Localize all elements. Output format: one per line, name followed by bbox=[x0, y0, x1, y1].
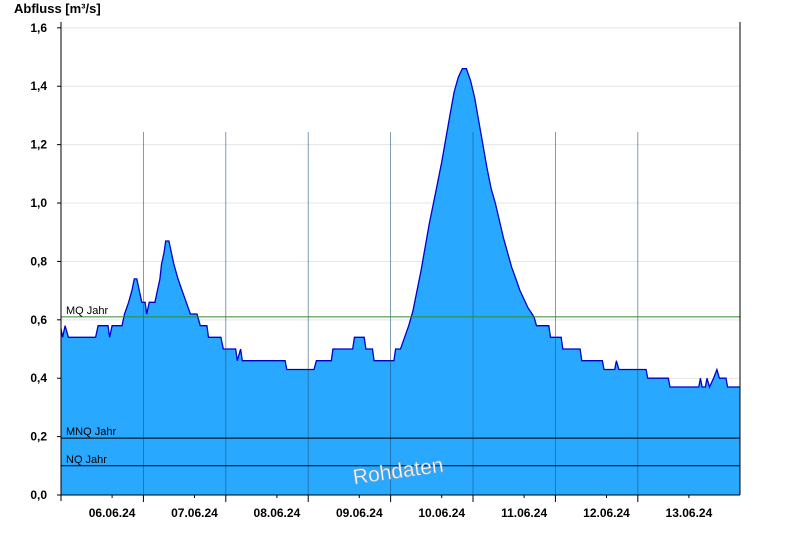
y-tick-label-1: 0,2 bbox=[30, 430, 47, 444]
y-tick-label-6: 1,2 bbox=[30, 138, 47, 152]
y-tick-label-4: 0,8 bbox=[30, 254, 47, 268]
x-tick-label-7: 13.06.24 bbox=[666, 506, 713, 520]
y-tick-label-0: 0,0 bbox=[30, 488, 47, 502]
reference-lines: MQ Jahr MNQ Jahr NQ Jahr bbox=[61, 305, 740, 467]
reference-label-1: MNQ Jahr bbox=[66, 426, 116, 438]
x-tick-label-6: 12.06.24 bbox=[583, 506, 630, 520]
series-area-fill-0 bbox=[61, 68, 740, 495]
series-line-0 bbox=[60, 68, 740, 389]
x-ticks: 06.06.24 07.06.24 08.06.24 09.06.24 10.06.24… bbox=[89, 495, 713, 520]
y-tick-label-7: 1,4 bbox=[30, 79, 47, 93]
series-area bbox=[60, 68, 740, 495]
y-axis-label: Abfluss [m³/s] bbox=[14, 1, 101, 16]
x-tick-label-5: 11.06.24 bbox=[501, 506, 547, 520]
x-tick-label-4: 10.06.24 bbox=[418, 506, 465, 520]
x-tick-label-3: 09.06.24 bbox=[336, 506, 383, 520]
y-tick-label-2: 0,4 bbox=[30, 371, 47, 385]
y-tick-label-5: 1,0 bbox=[30, 196, 47, 210]
y-ticks: 0,0 0,2 0,4 0,6 0,8 1,0 1,2 1,4 1,6 bbox=[30, 21, 61, 502]
reference-label-0: MQ Jahr bbox=[66, 305, 109, 317]
y-tick-label-3: 0,6 bbox=[30, 313, 47, 327]
x-tick-label-0: 06.06.24 bbox=[89, 506, 136, 520]
reference-label-2: NQ Jahr bbox=[66, 454, 107, 466]
x-tick-label-2: 08.06.24 bbox=[254, 506, 301, 520]
x-tick-label-1: 07.06.24 bbox=[171, 506, 218, 520]
day-boundary-lines bbox=[143, 132, 639, 495]
y-tick-label-8: 1,6 bbox=[30, 21, 47, 35]
